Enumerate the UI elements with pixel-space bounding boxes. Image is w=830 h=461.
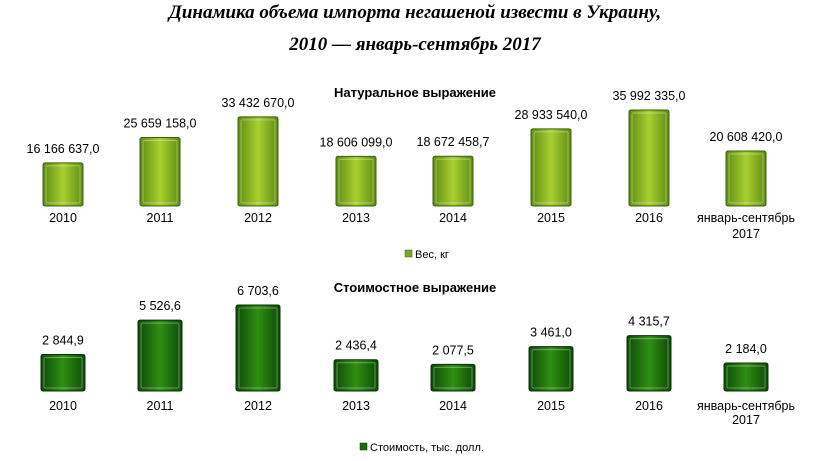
- bar-highlight: [142, 140, 178, 204]
- data-label: 3 461,0: [530, 326, 572, 340]
- bar-highlight: [726, 365, 766, 389]
- chart-subtitle: Натуральное выражение: [334, 85, 496, 100]
- chart-cost: Стоимостное выражение 2 844,9 2010 5 526,6 2…: [40, 280, 795, 454]
- chart-weight: Натуральное выражение 16 166 637,0 2010 25 …: [27, 85, 795, 261]
- x-tick-label: 2016: [635, 211, 663, 225]
- bar-highlight: [728, 153, 764, 204]
- x-tick-label: январь-сентябрь: [697, 399, 795, 413]
- x-tick-label: 2012: [244, 211, 272, 225]
- data-label: 5 526,6: [139, 299, 181, 313]
- data-label: 6 703,6: [237, 284, 279, 298]
- x-tick-label: 2014: [439, 211, 467, 225]
- bar-highlight: [433, 366, 473, 389]
- legend-label: Стоимость, тыс. долл.: [370, 442, 484, 454]
- bar-highlight: [336, 362, 376, 389]
- chart-subtitle: Стоимостное выражение: [334, 280, 497, 295]
- data-label: 16 166 637,0: [27, 142, 100, 156]
- bar-highlight: [435, 158, 471, 204]
- x-tick-label: 2017: [732, 227, 760, 241]
- bar-highlight: [240, 119, 276, 204]
- bar-highlight: [531, 349, 571, 389]
- data-label: 2 844,9: [42, 334, 84, 348]
- x-tick-label: 2017: [732, 413, 760, 427]
- bar: [723, 362, 769, 392]
- chart-title-line-2: 2010 — январь-сентябрь 2017: [289, 34, 541, 55]
- bar-highlight: [45, 165, 81, 204]
- data-label: 2 077,5: [432, 343, 474, 357]
- bar-highlight: [338, 158, 374, 204]
- x-tick-label: 2011: [147, 399, 174, 413]
- legend-swatch: [359, 442, 368, 451]
- bar: [430, 363, 476, 392]
- data-label: 2 184,0: [725, 342, 767, 356]
- bar-highlight: [631, 112, 667, 204]
- bar: [40, 354, 86, 392]
- bar: [335, 155, 377, 207]
- bar-highlight: [140, 322, 180, 389]
- x-tick-label: 2013: [342, 399, 370, 413]
- bar-highlight: [238, 307, 278, 389]
- bar: [528, 346, 574, 392]
- legend-label: Вес, кг: [415, 249, 449, 261]
- legend-swatch: [404, 249, 413, 258]
- data-label: 35 992 335,0: [613, 89, 686, 103]
- bar: [530, 128, 572, 207]
- data-label: 25 659 158,0: [124, 117, 197, 131]
- bar: [237, 116, 279, 207]
- bar: [139, 137, 181, 207]
- bar: [628, 109, 670, 207]
- x-tick-label: 2015: [537, 399, 565, 413]
- x-tick-label: январь-сентябрь: [697, 211, 795, 225]
- data-label: 20 608 420,0: [710, 130, 783, 144]
- chart-title-line-1: Динамика объема импорта негашеной извест…: [168, 2, 662, 23]
- data-label: 33 432 670,0: [222, 96, 295, 110]
- bar-highlight: [43, 357, 83, 389]
- bar: [725, 150, 767, 207]
- x-tick-label: 2012: [244, 399, 272, 413]
- bar: [432, 155, 474, 207]
- bar-highlight: [629, 338, 669, 389]
- data-label: 4 315,7: [628, 315, 670, 329]
- x-tick-label: 2016: [635, 399, 663, 413]
- x-tick-label: 2013: [342, 211, 370, 225]
- data-label: 28 933 540,0: [515, 108, 588, 122]
- x-tick-label: 2010: [49, 211, 77, 225]
- bar: [235, 304, 281, 392]
- x-tick-label: 2011: [147, 211, 174, 225]
- bar-highlight: [533, 131, 569, 204]
- x-tick-label: 2010: [49, 399, 77, 413]
- bar: [333, 359, 379, 392]
- x-tick-label: 2015: [537, 211, 565, 225]
- data-label: 18 672 458,7: [417, 135, 490, 149]
- data-label: 2 436,4: [335, 339, 377, 353]
- bar: [42, 162, 84, 207]
- bar: [626, 335, 672, 392]
- data-label: 18 606 099,0: [320, 135, 393, 149]
- bar: [137, 319, 183, 392]
- x-tick-label: 2014: [439, 399, 467, 413]
